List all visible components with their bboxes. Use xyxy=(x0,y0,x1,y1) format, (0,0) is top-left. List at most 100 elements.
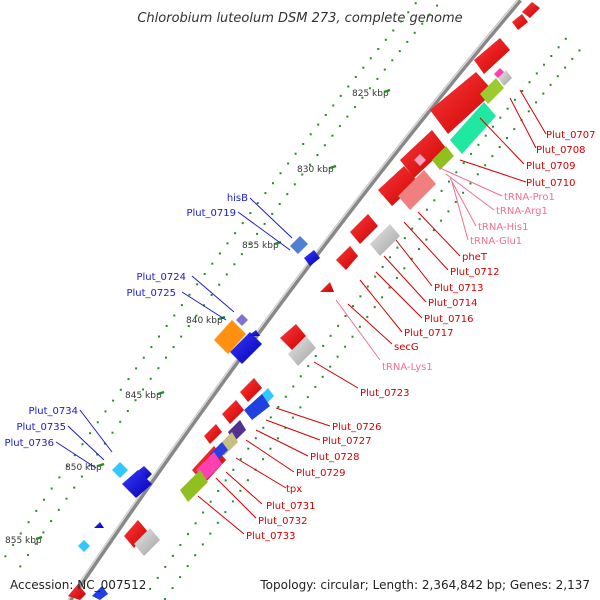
track-dot xyxy=(188,293,191,296)
track-dot xyxy=(294,152,297,155)
track-dot xyxy=(299,406,302,409)
track-dot xyxy=(292,385,295,388)
outer-track-genes xyxy=(92,68,512,600)
gene-box xyxy=(480,78,504,104)
track-dot xyxy=(317,123,320,126)
gene-label: tRNA-Lys1 xyxy=(382,362,433,373)
track-dot xyxy=(217,490,220,492)
track-dot xyxy=(549,83,552,86)
track-dot xyxy=(543,63,545,66)
track-dot xyxy=(309,133,312,136)
track-dot xyxy=(306,396,309,399)
track-dot xyxy=(448,180,450,183)
track-dot xyxy=(224,479,227,482)
track-dot xyxy=(4,555,7,558)
accession-text: Accession: NC_007512 xyxy=(10,578,147,592)
gene-label: Plut_0736 xyxy=(4,438,54,449)
track-dot xyxy=(392,29,395,32)
track-dot xyxy=(527,110,530,113)
track-dot xyxy=(299,375,302,378)
reverse-genes xyxy=(78,236,320,552)
tick-label: 830 kbp xyxy=(297,165,334,175)
track-dot xyxy=(80,475,83,478)
track-dot xyxy=(180,335,183,338)
track-dot xyxy=(284,395,287,398)
gene-box xyxy=(432,146,454,170)
track-dot xyxy=(179,576,182,579)
track-dot xyxy=(19,565,22,568)
track-dot xyxy=(112,399,115,402)
track-dot xyxy=(476,173,479,176)
track-dot xyxy=(398,50,401,53)
gene-label: Plut_0710 xyxy=(526,178,576,189)
gene-label: tRNA-His1 xyxy=(478,222,528,233)
topology-summary: Topology: circular; Length: 2,364,842 bp… xyxy=(260,578,590,592)
gene-box xyxy=(244,394,270,420)
track-dot xyxy=(142,356,145,359)
tick-label: 850 kbp xyxy=(65,463,102,473)
track-dot xyxy=(158,335,160,338)
gene-label: Plut_0732 xyxy=(258,516,308,527)
genome-backbone-highlight xyxy=(67,0,519,600)
gene-box xyxy=(498,70,512,86)
track-dot xyxy=(119,420,122,423)
gene-box xyxy=(92,586,108,600)
gene-label: Plut_0719 xyxy=(186,208,236,219)
track-dot xyxy=(269,416,272,419)
track-dot xyxy=(462,191,465,194)
track-dot xyxy=(196,283,199,286)
track-dot xyxy=(491,155,494,158)
gene-label: Plut_0727 xyxy=(322,436,372,447)
gene-label: hisB xyxy=(227,193,248,204)
track-dot xyxy=(308,163,311,166)
track-dot xyxy=(492,125,494,128)
track-dot xyxy=(484,164,487,167)
track-dot xyxy=(542,92,545,95)
track-dot xyxy=(535,101,538,104)
track-dot xyxy=(276,437,279,440)
gene-label: tRNA-Pro1 xyxy=(504,192,555,203)
track-dot xyxy=(329,365,332,368)
track-dot xyxy=(218,252,221,255)
track-dot xyxy=(180,304,183,307)
track-dot xyxy=(264,192,267,195)
track-dot xyxy=(57,508,60,511)
track-dot xyxy=(399,20,402,23)
gene-labels-right: Plut_0707 Plut_0708 Plut_0709 Plut_0710 … xyxy=(246,130,596,542)
gene-label: Plut_0708 xyxy=(536,145,586,156)
gene-arrow xyxy=(240,378,262,402)
gene-label: Plut_0714 xyxy=(428,298,478,309)
gene-arrow xyxy=(230,332,262,364)
track-dot xyxy=(359,295,362,298)
track-dot xyxy=(462,162,465,165)
track-dot xyxy=(173,314,176,317)
gene-label: Plut_0726 xyxy=(332,422,382,433)
track-dot xyxy=(477,143,480,146)
track-dot xyxy=(203,273,206,275)
track-dot xyxy=(369,57,372,60)
track-dot xyxy=(498,146,501,148)
track-dot xyxy=(278,203,281,205)
track-dot xyxy=(232,468,235,471)
track-dot xyxy=(314,385,317,388)
gene-box xyxy=(78,540,90,552)
track-dot xyxy=(279,172,282,175)
track-dot xyxy=(209,500,212,503)
track-dot xyxy=(344,315,347,317)
track-dot xyxy=(361,96,364,99)
track-dot xyxy=(421,22,424,25)
track-dot xyxy=(528,81,531,84)
track-dot xyxy=(406,40,409,43)
track-dot xyxy=(418,248,420,251)
track-dot xyxy=(262,458,264,461)
track-dot xyxy=(287,162,290,165)
track-dot xyxy=(73,486,76,489)
track-dot xyxy=(321,375,324,378)
track-dot xyxy=(35,509,38,512)
track-dot xyxy=(58,476,61,479)
track-dot xyxy=(331,134,334,137)
track-dot xyxy=(293,183,296,186)
gene-box xyxy=(180,470,208,502)
track-dot xyxy=(233,263,236,266)
track-dot xyxy=(179,544,182,546)
